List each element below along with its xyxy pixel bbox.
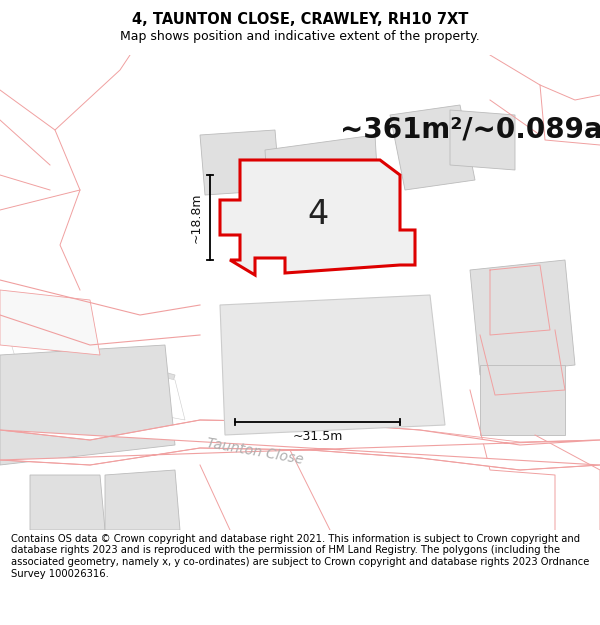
- Polygon shape: [0, 420, 600, 470]
- Polygon shape: [10, 340, 185, 420]
- Text: ~18.8m: ~18.8m: [190, 192, 203, 242]
- Text: ~361m²/~0.089ac.: ~361m²/~0.089ac.: [340, 116, 600, 144]
- Polygon shape: [480, 365, 565, 435]
- Polygon shape: [220, 295, 445, 435]
- Text: Taunton Close: Taunton Close: [206, 437, 304, 468]
- Text: Map shows position and indicative extent of the property.: Map shows position and indicative extent…: [120, 30, 480, 43]
- Text: ~31.5m: ~31.5m: [292, 430, 343, 443]
- Text: 4: 4: [307, 199, 329, 231]
- Polygon shape: [200, 130, 280, 195]
- Polygon shape: [10, 335, 175, 425]
- Polygon shape: [450, 110, 515, 170]
- Polygon shape: [0, 345, 175, 465]
- Polygon shape: [30, 475, 105, 530]
- Text: Contains OS data © Crown copyright and database right 2021. This information is : Contains OS data © Crown copyright and d…: [11, 534, 589, 579]
- Polygon shape: [105, 470, 180, 530]
- Polygon shape: [265, 135, 380, 230]
- Polygon shape: [390, 105, 475, 190]
- Polygon shape: [220, 160, 415, 275]
- Text: 4, TAUNTON CLOSE, CRAWLEY, RH10 7XT: 4, TAUNTON CLOSE, CRAWLEY, RH10 7XT: [132, 12, 468, 27]
- Polygon shape: [0, 290, 100, 355]
- Polygon shape: [470, 260, 575, 375]
